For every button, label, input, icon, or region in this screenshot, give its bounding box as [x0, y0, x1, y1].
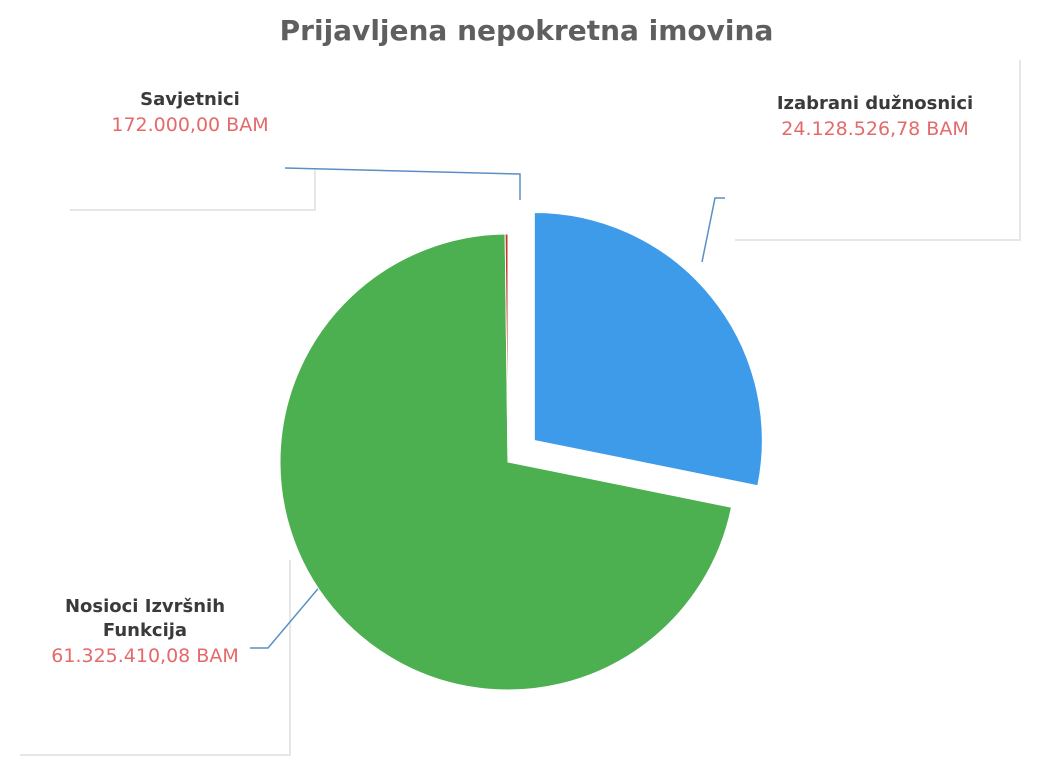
- value-label: 172.000,00 BAM: [111, 114, 269, 136]
- slices: [279, 211, 763, 691]
- category-label: Izabrani dužnosnici: [776, 93, 974, 114]
- pie-slice: [279, 233, 733, 691]
- value-label: 61.325.410,08 BAM: [51, 645, 239, 667]
- label-box: [735, 60, 1021, 241]
- chart-title: Prijavljena nepokretna imovina: [279, 14, 774, 47]
- leader-line: [250, 564, 339, 649]
- category-label: Savjetnici: [140, 89, 240, 110]
- label-box: [70, 170, 316, 211]
- slice-label: Izabrani dužnosnici 24.128.526,78 BAM: [735, 92, 1015, 142]
- leader-line: [284, 167, 521, 200]
- leader-line: [701, 197, 725, 263]
- label-boxes: [20, 60, 1021, 756]
- category-label: Nosioci Izvršnih Funkcija: [64, 596, 226, 641]
- leader-lines: [250, 167, 725, 649]
- label-box: [20, 560, 291, 756]
- pie-slice: [533, 211, 763, 487]
- slice-label: Nosioci Izvršnih Funkcija 61.325.410,08 …: [20, 595, 270, 669]
- pie-slice: [504, 233, 509, 463]
- value-label: 24.128.526,78 BAM: [781, 118, 969, 140]
- slice-label: Savjetnici 172.000,00 BAM: [80, 88, 300, 138]
